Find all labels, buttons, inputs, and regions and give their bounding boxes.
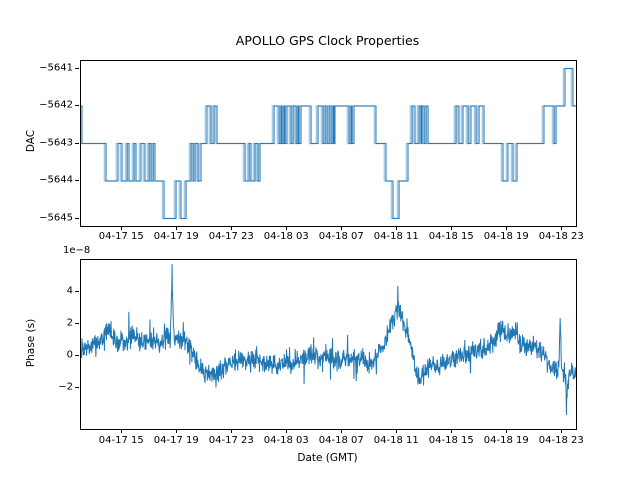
x-tick-mark (286, 226, 288, 230)
x-axis-label: Date (GMT) (297, 452, 358, 464)
x-tick-label: 04-18 07 (318, 435, 364, 446)
y-tick-label: −5643 (39, 137, 73, 148)
y-tick-label: −5641 (39, 62, 73, 73)
y-tick-mark (75, 322, 79, 324)
x-tick-label: 04-17 15 (98, 435, 144, 446)
y-tick-mark (75, 180, 79, 181)
x-tick-label: 04-17 19 (153, 231, 199, 242)
y-tick-mark (75, 142, 79, 144)
y-tick-mark (75, 354, 79, 356)
x-tick-label: 04-18 03 (263, 231, 309, 242)
x-tick-mark (286, 429, 288, 433)
x-tick-label: 04-18 11 (373, 435, 419, 446)
x-tick-mark (396, 429, 398, 433)
x-tick-label: 04-17 19 (153, 435, 199, 446)
dac-axes (80, 60, 577, 227)
y-tick-mark (75, 105, 79, 106)
y-tick-label: −5645 (39, 212, 73, 223)
x-tick-mark (451, 226, 453, 230)
y-tick-mark (75, 217, 79, 219)
x-tick-label: 04-18 19 (483, 435, 529, 446)
x-tick-label: 04-17 23 (208, 435, 254, 446)
x-tick-mark (451, 429, 453, 433)
chart-title: APOLLO GPS Clock Properties (235, 33, 420, 48)
dac-step-line (81, 67, 576, 220)
y-tick-mark (75, 290, 79, 292)
phase-line (81, 263, 576, 416)
x-tick-label: 04-18 07 (318, 231, 364, 242)
x-tick-mark (231, 429, 233, 433)
phase-line-plot (81, 263, 576, 416)
x-tick-mark (506, 226, 508, 230)
phase-axes (80, 259, 577, 430)
x-tick-mark (341, 429, 343, 433)
x-tick-label: 04-18 19 (483, 231, 529, 242)
x-tick-label: 04-18 15 (428, 435, 474, 446)
x-tick-label: 04-17 15 (98, 231, 144, 242)
y-tick-label: 2 (66, 317, 73, 329)
y-tick-mark (75, 386, 79, 388)
x-tick-mark (561, 226, 563, 230)
x-tick-mark (176, 429, 178, 433)
x-tick-mark (561, 429, 563, 433)
x-tick-label: 04-18 15 (428, 231, 474, 242)
x-tick-mark (396, 226, 398, 230)
x-tick-mark (121, 429, 123, 433)
y-tick-label: 0 (66, 349, 73, 361)
x-tick-label: 04-18 03 (263, 435, 309, 446)
dac-step-plot (81, 67, 576, 220)
x-tick-mark (231, 226, 233, 230)
y-tick-mark (75, 67, 79, 69)
phase-offset-text: 1e−8 (63, 245, 91, 256)
y-tick-label: −5642 (39, 99, 73, 111)
x-tick-label: 04-17 23 (208, 231, 254, 242)
x-tick-label: 04-18 23 (538, 231, 584, 242)
x-tick-mark (506, 429, 508, 433)
x-tick-mark (341, 226, 343, 230)
x-tick-mark (121, 226, 123, 230)
y-tick-label: 4 (66, 285, 73, 297)
y-tick-label: −2 (58, 381, 73, 393)
y-tick-label: −5644 (39, 174, 73, 186)
x-tick-label: 04-18 23 (538, 435, 584, 446)
x-tick-label: 04-18 11 (373, 231, 419, 242)
x-tick-mark (176, 226, 178, 230)
